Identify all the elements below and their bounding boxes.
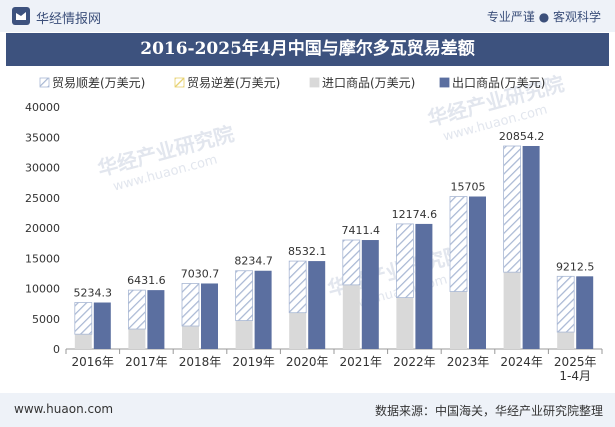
legend-swatch — [439, 77, 450, 88]
site-name: 华经情报网 — [36, 12, 102, 27]
y-tick-label: 25000 — [25, 192, 60, 205]
x-tick-label: 2019年 — [232, 355, 275, 369]
y-tick-label: 15000 — [25, 252, 60, 265]
x-tick-label: 1-4月 — [559, 369, 591, 383]
import-bar — [503, 272, 521, 349]
title-band: 2016-2025年4月中国与摩尔多瓦贸易差额 — [6, 33, 609, 66]
export-bar — [201, 283, 218, 349]
export-bar — [576, 276, 594, 349]
export-bar — [93, 302, 111, 349]
x-tick-label: 2025年 — [554, 355, 597, 369]
trade-surplus-bar — [235, 270, 254, 321]
surplus-data-label: 9212.5 — [556, 260, 595, 273]
export-bar — [254, 270, 272, 349]
trade-surplus-bar — [342, 239, 361, 286]
y-tick-label: 35000 — [25, 131, 60, 144]
import-bar — [396, 297, 414, 349]
legend-label: 贸易顺差(万美元) — [52, 76, 145, 90]
export-bar — [308, 261, 326, 349]
trade-surplus-bar — [288, 260, 307, 314]
trade-surplus-bar — [449, 196, 468, 292]
x-tick-label: 2017年 — [125, 355, 168, 369]
surplus-data-label: 7411.4 — [342, 224, 381, 237]
import-bar — [557, 332, 575, 349]
legend-swatch — [39, 77, 50, 88]
surplus-data-label: 8234.7 — [234, 255, 273, 268]
top-bar: 华经情报网 专业严谨 ● 客观科学 — [0, 0, 615, 32]
x-tick-label: 2016年 — [72, 355, 115, 369]
x-tick-label: 2022年 — [393, 355, 436, 369]
y-tick-label: 30000 — [25, 162, 60, 175]
import-bar — [182, 326, 199, 349]
legend-label: 贸易逆差(万美元) — [187, 75, 280, 90]
trade-surplus-bar — [556, 275, 575, 333]
x-tick-label: 2023年 — [447, 355, 490, 369]
export-bar — [415, 223, 433, 349]
import-bar — [235, 320, 253, 349]
y-tick-label: 5000 — [32, 313, 60, 326]
data-source-note: 数据来源：中国海关，华经产业研究院整理 — [374, 404, 603, 418]
export-bar — [361, 240, 379, 349]
surplus-data-label: 20854.2 — [499, 130, 545, 143]
import-bar — [74, 334, 92, 349]
trade-surplus-bar — [181, 283, 200, 327]
huajing-logo-icon — [12, 7, 30, 25]
y-tick-label: 0 — [53, 343, 60, 356]
surplus-data-label: 7030.7 — [181, 267, 220, 280]
trade-balance-chart: 华经产业研究院www.huaon.com华经产业研究院www.huaon.com… — [25, 71, 603, 383]
trade-surplus-bar — [127, 289, 146, 330]
x-tick-label: 2024年 — [500, 355, 543, 369]
legend-label: 进口商品(万美元) — [322, 75, 415, 90]
slogan: 专业严谨 ● 客观科学 — [486, 10, 601, 24]
surplus-data-label: 12174.6 — [392, 208, 438, 221]
surplus-data-label: 5234.3 — [74, 287, 113, 300]
trade-surplus-bar — [74, 302, 93, 335]
export-bar — [469, 196, 486, 349]
legend-swatch — [309, 77, 320, 88]
surplus-data-label: 6431.6 — [127, 274, 166, 287]
footer-url[interactable]: www.huaon.com — [14, 402, 114, 416]
export-bar — [147, 290, 165, 349]
import-bar — [128, 329, 146, 349]
x-tick-label: 2020年 — [286, 355, 329, 369]
chart-title: 2016-2025年4月中国与摩尔多瓦贸易差额 — [140, 39, 475, 59]
legend-label: 出口商品(万美元) — [452, 75, 545, 90]
x-tick-label: 2018年 — [179, 355, 222, 369]
y-tick-label: 40000 — [25, 101, 60, 114]
import-bar — [342, 284, 360, 349]
y-tick-label: 20000 — [25, 222, 60, 235]
surplus-data-label: 15705 — [451, 181, 486, 194]
export-bar — [522, 145, 540, 349]
x-tick-label: 2021年 — [340, 355, 383, 369]
import-bar — [289, 312, 307, 349]
surplus-data-label: 8532.1 — [288, 245, 327, 258]
y-tick-label: 10000 — [25, 283, 60, 296]
trade-surplus-bar — [395, 223, 414, 298]
import-bar — [450, 291, 467, 349]
trade-surplus-bar — [503, 145, 522, 273]
legend-swatch — [174, 77, 185, 88]
footer: www.huaon.com 数据来源：中国海关，华经产业研究院整理 — [0, 393, 615, 427]
